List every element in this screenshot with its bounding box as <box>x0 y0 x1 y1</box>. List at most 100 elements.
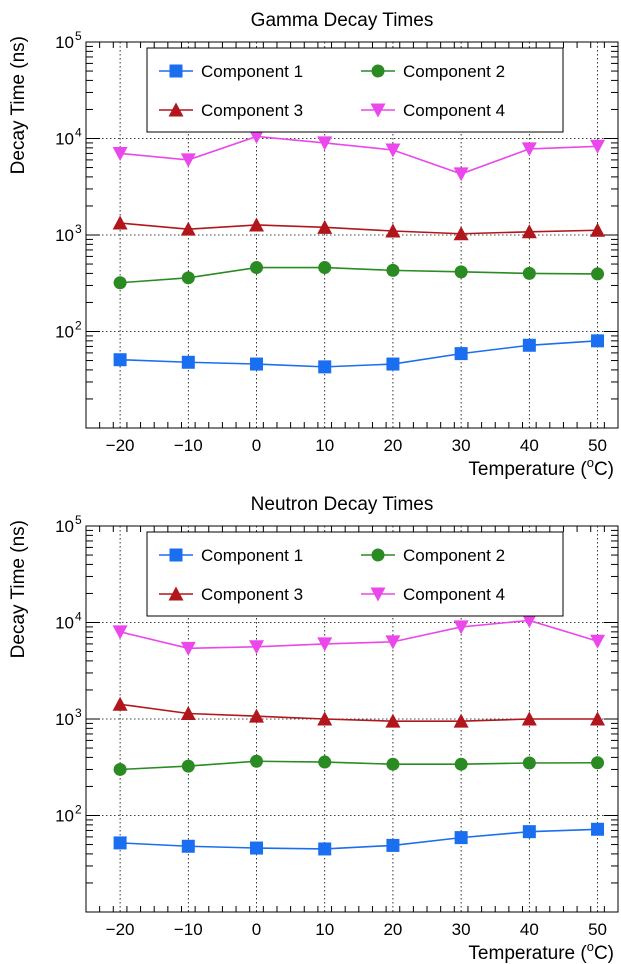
x-axis-label-degree: o <box>587 939 594 954</box>
series-line <box>120 760 598 771</box>
legend-label: Component 1 <box>201 546 303 565</box>
legend-label: Component 4 <box>403 585 505 604</box>
data-point <box>385 223 401 238</box>
y-axis-label: Decay Time (ns) <box>8 520 29 658</box>
data-point <box>250 357 264 371</box>
data-point <box>181 839 195 853</box>
data-point <box>318 261 332 275</box>
legend: Component 1 Component 2 Component 3 Compone… <box>146 531 564 617</box>
data-point <box>590 222 606 237</box>
y-tick-exponent-top: 5 <box>75 513 82 527</box>
legend-item-1: Component 1 <box>159 546 303 565</box>
data-point <box>113 762 127 776</box>
x-tick-label: 10 <box>315 920 334 939</box>
data-point <box>386 263 400 277</box>
legend-box <box>146 531 564 617</box>
y-tick-exponent: 3 <box>75 222 82 236</box>
data-point <box>180 641 196 656</box>
data-point <box>385 143 401 158</box>
data-point <box>590 139 606 154</box>
data-point <box>591 334 605 348</box>
legend-label: Component 1 <box>201 62 303 81</box>
series-3 <box>112 215 606 241</box>
data-point <box>318 360 332 374</box>
legend-marker <box>168 102 184 117</box>
data-point <box>250 261 264 275</box>
data-point <box>521 613 537 628</box>
x-axis-label-text: Temperature ( <box>468 943 587 964</box>
data-point <box>522 756 536 770</box>
y-tick-exponent: 3 <box>75 706 82 720</box>
data-point <box>317 136 333 151</box>
y-tick-label: 10 <box>55 130 74 149</box>
y-tick-label: 10 <box>55 226 74 245</box>
x-tick-label: −20 <box>106 920 135 939</box>
legend-box <box>146 47 564 133</box>
data-point <box>454 757 468 771</box>
data-point <box>112 625 128 640</box>
legend-label: Component 3 <box>201 101 303 120</box>
data-point <box>249 708 265 723</box>
data-point <box>453 167 469 182</box>
x-axis-label-degree: o <box>587 455 594 470</box>
series-2 <box>113 754 605 776</box>
x-tick-label: 40 <box>520 436 539 455</box>
x-tick-label: −10 <box>174 920 203 939</box>
series-1 <box>113 822 605 856</box>
data-point <box>250 841 264 855</box>
x-axis-label: Temperature (oC) <box>468 939 614 964</box>
legend-marker <box>169 548 183 562</box>
data-point <box>385 713 401 728</box>
x-tick-label: 20 <box>383 436 402 455</box>
series-line <box>120 340 598 368</box>
y-tick-label-top: 10 <box>55 33 74 52</box>
y-tick-label: 10 <box>55 323 74 342</box>
data-point <box>112 146 128 161</box>
data-point <box>181 355 195 369</box>
chart-title: Gamma Decay Times <box>251 10 434 31</box>
x-tick-label: 20 <box>383 920 402 939</box>
x-tick-label: −10 <box>174 436 203 455</box>
series-line <box>120 266 598 284</box>
y-tick-label: 10 <box>55 614 74 633</box>
data-point <box>454 265 468 279</box>
legend-label: Component 4 <box>403 101 505 120</box>
series-2 <box>113 261 605 290</box>
data-point <box>521 142 537 157</box>
series-line <box>120 135 598 175</box>
data-point <box>180 221 196 236</box>
y-tick-label: 10 <box>55 710 74 729</box>
y-tick-exponent: 4 <box>75 610 82 624</box>
y-tick-label-top: 10 <box>55 517 74 536</box>
series-line <box>120 828 598 850</box>
data-point <box>385 635 401 650</box>
data-point <box>454 347 468 361</box>
y-tick-exponent: 4 <box>75 126 82 140</box>
data-point <box>454 831 468 845</box>
series-3 <box>112 696 606 728</box>
y-tick-exponent-top: 5 <box>75 29 82 43</box>
data-point <box>522 338 536 352</box>
chart-title: Neutron Decay Times <box>251 494 434 515</box>
data-point <box>453 226 469 241</box>
data-point <box>113 276 127 290</box>
x-tick-label: 50 <box>588 920 607 939</box>
legend-marker <box>371 548 385 562</box>
legend-marker <box>169 64 183 78</box>
legend-item-1: Component 1 <box>159 62 303 81</box>
legend-label: Component 2 <box>403 546 505 565</box>
data-point <box>591 267 605 281</box>
y-axis-label: Decay Time (ns) <box>8 36 29 174</box>
x-tick-label: 0 <box>252 436 261 455</box>
legend-item-2: Component 2 <box>361 546 505 565</box>
y-tick-label: 10 <box>55 807 74 826</box>
data-point <box>590 634 606 649</box>
x-axis-label-unit: C) <box>594 459 614 480</box>
data-point <box>180 153 196 168</box>
data-point <box>317 637 333 652</box>
data-point <box>386 757 400 771</box>
y-tick-exponent: 2 <box>75 319 82 333</box>
